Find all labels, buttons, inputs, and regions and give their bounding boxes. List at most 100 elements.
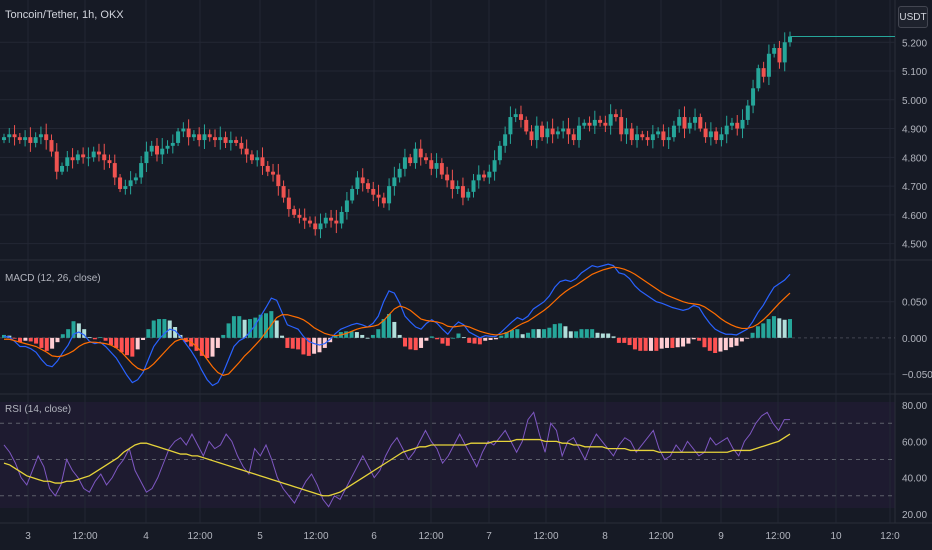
macd-histogram-bar [242, 319, 247, 338]
macd-title: MACD (12, 26, close) [5, 273, 101, 284]
candle-body [65, 157, 70, 166]
macd-histogram-bar [215, 337, 220, 348]
macd-histogram-bar [98, 337, 103, 338]
candle-body [329, 217, 334, 221]
time-tick-label: 12:00 [187, 531, 212, 542]
macd-histogram-bar [622, 337, 627, 343]
candle-body [698, 117, 703, 129]
price-tick-label: 5.200 [902, 38, 927, 49]
macd-histogram-bar [718, 337, 723, 352]
candle-body [476, 174, 481, 181]
macd-histogram-bar [729, 337, 734, 348]
macd-histogram-bar [755, 326, 760, 338]
macd-histogram-bar [611, 336, 616, 338]
candle-body [687, 122, 692, 129]
macd-histogram-bar [76, 323, 81, 338]
macd-histogram-bar [162, 319, 167, 338]
price-tick-label: 4.700 [902, 182, 927, 193]
candle-body [650, 134, 655, 141]
candle-body [181, 128, 186, 132]
macd-histogram-bar [82, 329, 87, 338]
macd-histogram-bar [381, 319, 386, 338]
candle-body [534, 125, 539, 141]
candle-body [666, 137, 671, 141]
time-tick-label: 3 [25, 531, 31, 542]
axes: 5.200 5.100 5.000 4.900 4.800 4.700 4.600 4.500… [25, 36, 932, 542]
macd-histogram-bar [574, 331, 579, 338]
candle-body [550, 128, 555, 135]
currency-button[interactable]: USDT [898, 6, 928, 28]
macd-histogram-bar [344, 331, 349, 338]
macd-histogram-bar [108, 337, 113, 346]
macd-histogram-bar [761, 323, 766, 338]
macd-histogram-bar [71, 321, 76, 338]
rsi-tick-label: 20.00 [902, 510, 927, 521]
macd-histogram-bar [360, 334, 365, 338]
macd-histogram-bar [12, 337, 17, 339]
candle-body [524, 119, 529, 132]
candle-body [576, 125, 581, 141]
macd-histogram-bar [777, 318, 782, 338]
candle-body [149, 145, 154, 152]
macd-histogram-bar [595, 332, 600, 338]
candle-body [724, 125, 729, 135]
candle-body [571, 134, 576, 141]
time-tick-label: 12:00 [533, 531, 558, 542]
macd-histogram-bar [151, 320, 156, 338]
macd-tick-label: 0.050 [902, 298, 927, 309]
candle-body [307, 220, 312, 224]
candle-body [96, 151, 101, 155]
candle-body [239, 142, 244, 149]
macd-histogram-bar [301, 337, 306, 355]
macd-histogram-bar [547, 327, 552, 338]
candle-body [286, 197, 291, 210]
candle-body [118, 177, 123, 189]
candle-body [492, 160, 497, 172]
macd-histogram-bar [675, 337, 680, 348]
macd-histogram-bar [365, 337, 370, 339]
candle-body [508, 117, 513, 135]
macd-histogram-bar [66, 329, 71, 338]
candle-body [339, 211, 344, 224]
candle-body [693, 117, 698, 123]
macd-histogram-bar [435, 337, 440, 340]
macd-histogram-bar [782, 319, 787, 338]
time-tick-label: 12:00 [72, 531, 97, 542]
price-candles[interactable] [2, 31, 792, 239]
macd-histogram-bar [424, 337, 429, 341]
macd-histogram-bar [280, 335, 285, 338]
rsi-tick-label: 80.00 [902, 401, 927, 412]
macd-histogram-bar [397, 334, 402, 338]
candle-body [197, 134, 202, 141]
rsi-tick-label: 40.00 [902, 474, 927, 485]
macd-histogram-bar [483, 337, 488, 341]
candle-body [144, 151, 149, 164]
candle-body [788, 36, 792, 43]
candle-body [682, 117, 687, 129]
candle-body [281, 186, 286, 198]
candle-body [592, 119, 597, 126]
time-tick-label: 12:00 [765, 531, 790, 542]
candle-body [598, 119, 603, 123]
macd-histogram-bar [285, 337, 290, 348]
macd-histogram-bar [670, 337, 675, 348]
candle-body [154, 145, 159, 155]
candle-body [497, 145, 502, 161]
macd-histogram-bar [499, 335, 504, 338]
candle-body [350, 188, 355, 201]
time-tick-label: 8 [602, 531, 608, 542]
candle-body [455, 186, 460, 189]
candle-body [613, 114, 618, 118]
macd-histogram-bar [638, 337, 643, 351]
macd-histogram-bar [264, 313, 268, 338]
macd-histogram-bar [488, 337, 493, 340]
macd-histogram-bar [419, 337, 424, 348]
candle-body [555, 131, 560, 135]
candle-body [439, 163, 444, 175]
candle-body [133, 177, 138, 181]
macd-histogram-bar [141, 337, 146, 340]
candle-body [751, 88, 756, 106]
macd-histogram-bar [296, 337, 301, 350]
candle-body [28, 137, 33, 143]
